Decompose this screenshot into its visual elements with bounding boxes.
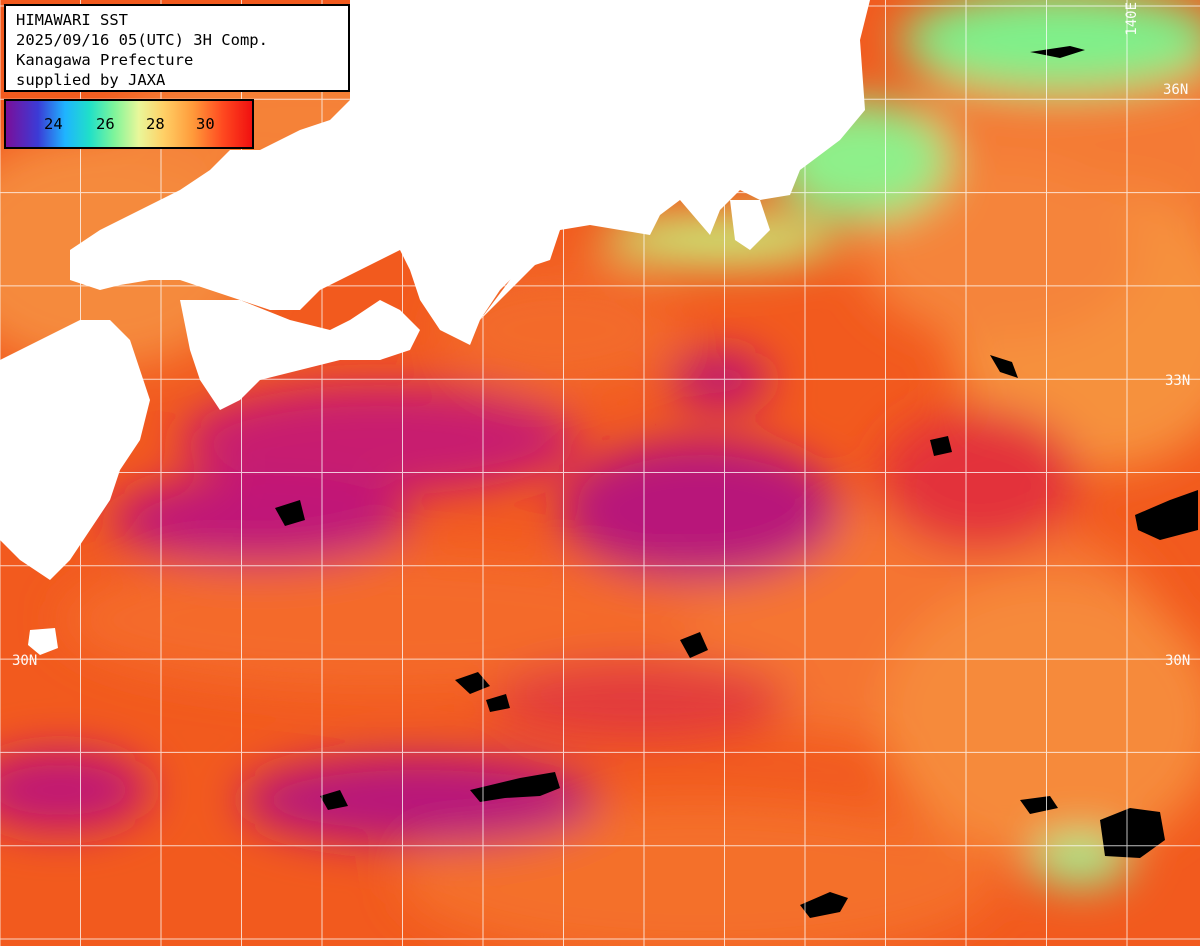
no-data-blob: [680, 632, 708, 658]
land-shikoku: [180, 300, 420, 410]
scale-label-24: 24: [44, 115, 63, 133]
land-areas: [0, 0, 870, 655]
lat-label-33-left: 33: [12, 373, 29, 389]
warm-region: [670, 350, 770, 410]
no-data-blob: [930, 436, 952, 456]
cool-region: [900, 0, 1200, 90]
title-line-1: HIMAWARI SST: [16, 11, 128, 29]
warm-region: [860, 160, 1140, 340]
warm-region: [490, 660, 790, 740]
warm-region: [880, 580, 1200, 860]
warm-region: [0, 750, 150, 830]
no-data-blob: [486, 694, 510, 712]
warm-region: [240, 755, 600, 845]
land-kyushu: [0, 320, 150, 580]
land-island: [28, 628, 58, 655]
no-data-blob: [1030, 46, 1085, 58]
scale-label-30: 30: [196, 115, 215, 133]
land-kii: [480, 200, 560, 320]
warm-region: [110, 475, 410, 565]
color-scale: 24 26 28 30: [4, 99, 254, 149]
lat-label-30n-left: 30N: [12, 653, 38, 669]
warm-region: [560, 440, 840, 580]
lat-label-30n-right: 30N: [1165, 653, 1191, 669]
no-data-blob: [990, 355, 1018, 378]
lon-label-136e: 136E: [481, 2, 497, 36]
warm-region: [880, 410, 1080, 550]
warm-region: [400, 800, 1000, 946]
lon-label-140e: 140E: [1124, 2, 1140, 36]
lat-label-33n: 33N: [1165, 373, 1191, 389]
lat-label-36n: 36N: [1163, 82, 1189, 98]
title-box: HIMAWARI SST 2025/09/16 05(UTC) 3H Comp.…: [4, 4, 350, 92]
cool-region: [600, 215, 840, 265]
no-data-blob: [320, 790, 348, 810]
warm-region: [180, 385, 580, 495]
no-data-blob: [800, 892, 848, 918]
land-izu: [730, 200, 770, 250]
no-data-areas: [275, 46, 1198, 918]
title-line-4: supplied by JAXA: [16, 71, 166, 89]
no-data-blob: [455, 672, 490, 694]
no-data-blob: [470, 772, 560, 802]
title-line-3: Kanagawa Prefecture: [16, 51, 194, 69]
land-honshu: [70, 0, 870, 345]
warm-region: [60, 550, 700, 690]
scale-label-26: 26: [96, 115, 115, 133]
no-data-blob: [1135, 490, 1198, 540]
scale-label-28: 28: [146, 115, 165, 133]
title-line-2: 2025/09/16 05(UTC) 3H Comp.: [16, 31, 268, 49]
no-data-blob: [275, 500, 305, 526]
no-data-blob: [1020, 796, 1058, 814]
